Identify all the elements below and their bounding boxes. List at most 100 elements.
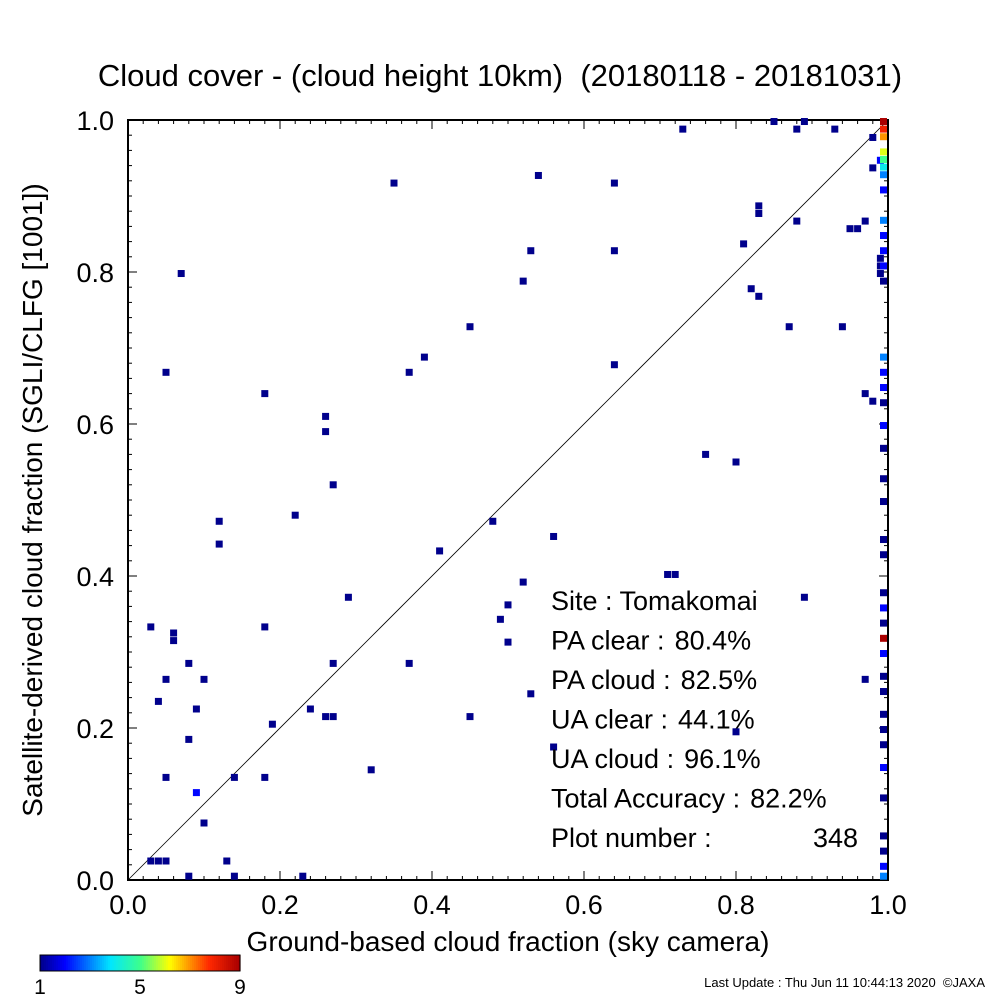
data-cell xyxy=(880,125,887,133)
colorbar-segment xyxy=(166,955,169,971)
colorbar-segment xyxy=(184,955,187,971)
data-cell xyxy=(880,232,887,240)
data-cell xyxy=(200,675,208,683)
data-cell xyxy=(838,323,846,331)
data-cell xyxy=(880,726,887,734)
data-cell xyxy=(880,118,887,126)
stats-value: 96.1% xyxy=(684,744,761,774)
colorbar-segment xyxy=(222,955,225,971)
data-cell xyxy=(880,247,887,255)
data-cell xyxy=(800,118,808,126)
data-cell xyxy=(527,690,535,698)
colorbar-segment xyxy=(212,955,215,971)
colorbar-segment xyxy=(226,955,229,971)
data-cell xyxy=(489,517,497,525)
data-cell xyxy=(880,536,887,544)
data-cell xyxy=(880,422,887,430)
colorbar-segment xyxy=(148,955,151,971)
colorbar-segment xyxy=(146,955,149,971)
colorbar-segment xyxy=(88,955,91,971)
data-cell xyxy=(880,444,887,452)
data-cell xyxy=(230,773,238,781)
data-cell xyxy=(162,368,170,376)
colorbar-segment xyxy=(64,955,67,971)
stats-label: Total Accuracy : xyxy=(551,784,740,814)
data-cell xyxy=(880,688,887,696)
data-cell xyxy=(405,659,413,667)
data-cell xyxy=(702,450,710,458)
y-tick-label: 1.0 xyxy=(76,106,114,136)
data-cell xyxy=(880,847,887,855)
stats-label: UA clear : xyxy=(551,705,668,735)
data-cell xyxy=(785,323,793,331)
data-cell xyxy=(291,511,299,519)
data-cell xyxy=(755,292,763,300)
data-cell xyxy=(880,475,887,483)
data-cell xyxy=(170,637,178,645)
data-cell xyxy=(880,384,887,392)
data-cell xyxy=(215,540,223,548)
data-cell xyxy=(880,872,887,880)
data-cell xyxy=(299,872,307,880)
diagonal-line xyxy=(127,119,889,881)
data-cell xyxy=(880,794,887,802)
y-tick-labels: 0.0 0.2 0.4 0.6 0.8 1.0 xyxy=(76,106,114,896)
data-cell xyxy=(664,570,672,578)
colorbar-tick-label: 5 xyxy=(134,976,146,999)
colorbar-segment xyxy=(118,955,121,971)
data-cell xyxy=(831,125,839,133)
colorbar-segment xyxy=(62,955,65,971)
data-cell xyxy=(420,353,428,361)
data-cell xyxy=(880,634,887,642)
data-cell xyxy=(880,399,887,407)
data-cell xyxy=(261,390,269,398)
data-cell xyxy=(192,789,200,797)
data-cell xyxy=(861,390,869,398)
y-tick-label: 0.2 xyxy=(76,714,114,744)
data-cell xyxy=(869,164,877,172)
data-cell xyxy=(329,481,337,489)
colorbar-segment xyxy=(176,955,179,971)
colorbar-segment xyxy=(122,955,125,971)
data-cell xyxy=(534,171,542,179)
colorbar-segment xyxy=(138,955,141,971)
colorbar-segment xyxy=(60,955,63,971)
chart-title: Cloud cover - (cloud height 10km) (20180… xyxy=(98,58,902,93)
colorbar-segment xyxy=(198,955,201,971)
stats-value: 80.4% xyxy=(675,626,752,656)
colorbar-segment xyxy=(134,955,137,971)
x-axis-label: Ground-based cloud fraction (sky camera) xyxy=(247,926,770,957)
colorbar-segment xyxy=(216,955,219,971)
y-tick-label: 0.8 xyxy=(76,258,114,288)
stats-value: 82.5% xyxy=(681,665,758,695)
colorbar-segment xyxy=(136,955,139,971)
colorbar-segment xyxy=(54,955,57,971)
data-cell xyxy=(755,209,763,217)
data-cell xyxy=(230,872,238,880)
data-cell xyxy=(732,458,740,466)
data-cell xyxy=(610,179,618,187)
colorbar-segment xyxy=(192,955,195,971)
data-cell xyxy=(261,623,269,631)
x-tick-label: 0.2 xyxy=(261,890,299,920)
data-cell xyxy=(466,323,474,331)
x-tick-label: 0.6 xyxy=(565,890,603,920)
data-cell xyxy=(880,133,887,141)
data-cell xyxy=(880,216,887,224)
colorbar-segment xyxy=(196,955,199,971)
data-cell xyxy=(436,547,444,555)
colorbar-segment xyxy=(76,955,79,971)
colorbar-segment xyxy=(144,955,147,971)
data-cell xyxy=(200,819,208,827)
data-cell xyxy=(732,728,740,736)
data-cell xyxy=(177,270,185,278)
colorbar-segment xyxy=(152,955,155,971)
colorbar-segment xyxy=(110,955,113,971)
colorbar-segment xyxy=(200,955,203,971)
data-cell xyxy=(306,705,314,713)
data-cell xyxy=(880,741,887,749)
data-cell xyxy=(793,217,801,225)
data-cell xyxy=(154,857,162,865)
data-cell xyxy=(880,171,887,179)
colorbar-frame xyxy=(39,954,241,972)
